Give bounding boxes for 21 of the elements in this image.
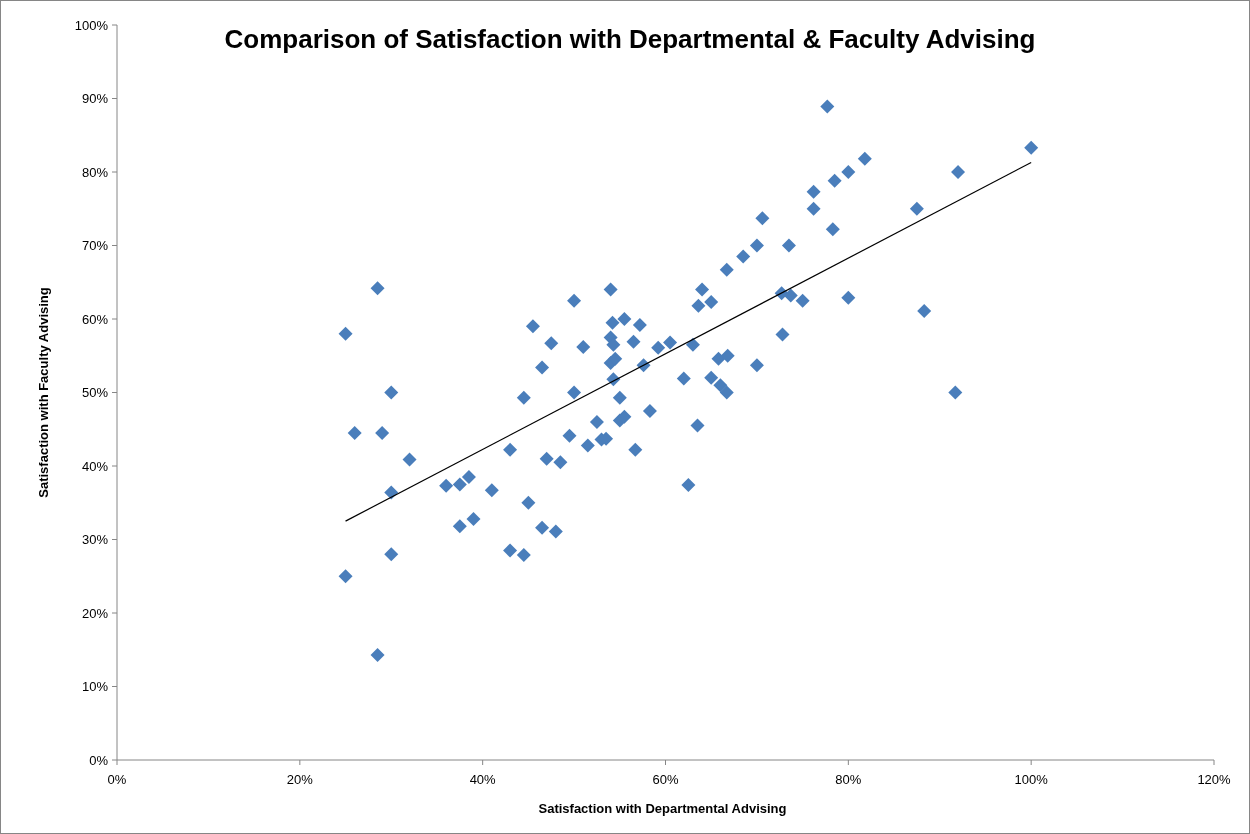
y-tick-label: 10% <box>81 679 109 695</box>
x-tick-label: 60% <box>652 772 679 787</box>
y-tick-label: 20% <box>81 605 109 621</box>
y-axis-title: Satisfaction with Faculty Advising <box>36 287 51 498</box>
chart-title: Comparison of Satisfaction with Departmental & Faculty Advising <box>224 24 1036 54</box>
y-tick-label: 70% <box>81 238 109 254</box>
x-tick-label: 20% <box>286 772 314 787</box>
y-tick-label: 40% <box>81 458 109 474</box>
x-axis-title: Satisfaction with Departmental Advising <box>538 801 787 816</box>
y-tick-label: 80% <box>81 164 109 180</box>
x-tick-label: 80% <box>835 772 862 787</box>
y-tick-label: 60% <box>81 311 109 327</box>
y-tick-label: 50% <box>81 385 109 401</box>
x-tick-label: 0% <box>107 772 127 787</box>
y-tick-label: 100% <box>74 17 109 33</box>
y-tick-label: 90% <box>81 91 109 107</box>
x-tick-label: 40% <box>469 772 497 787</box>
x-tick-label: 120% <box>1197 772 1232 787</box>
y-tick-label: 0% <box>89 752 109 768</box>
x-tick-label: 100% <box>1014 772 1049 787</box>
y-tick-label: 30% <box>81 532 109 548</box>
